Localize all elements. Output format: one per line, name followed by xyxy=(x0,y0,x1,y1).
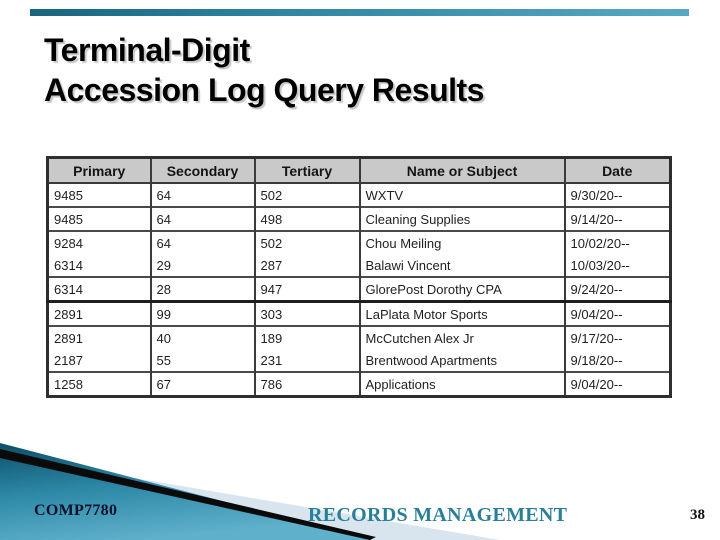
table-cell: 9/04/20-- xyxy=(563,371,671,397)
table-cell: 9/18/20-- xyxy=(563,349,671,372)
column-header-tertiary: Tertiary xyxy=(253,156,361,184)
table-cell: 9/30/20-- xyxy=(563,182,671,207)
table-header: Primary Secondary Tertiary Name or Subject D… xyxy=(46,156,672,184)
table-cell: 9284 xyxy=(46,230,151,254)
table-row: 2891 40 189 McCutchen Alex Jr 9/17/20-- xyxy=(46,325,671,349)
slide-title: Terminal-Digit Accession Log Query Result… xyxy=(44,30,484,110)
title-line-1: Terminal-Digit xyxy=(44,32,250,68)
table-row: 9284 64 502 Chou Meiling 10/02/20-- xyxy=(46,230,671,254)
table-cell: 786 xyxy=(253,371,360,397)
pale-triangle xyxy=(0,462,500,540)
table-cell: 9/14/20-- xyxy=(563,206,671,231)
table-cell: LaPlata Motor Sports xyxy=(358,300,565,326)
table-row: 6314 28 947 GlorePost Dorothy CPA 9/24/20-- xyxy=(46,276,671,302)
table-cell: 231 xyxy=(253,349,360,372)
table-cell: 9/04/20-- xyxy=(563,300,671,326)
table-cell: 498 xyxy=(253,206,360,231)
table-cell: 64 xyxy=(149,182,255,207)
table-row: 6314 29 287 Balawi Vincent 10/03/20-- xyxy=(46,254,671,277)
table-cell: 502 xyxy=(253,182,360,207)
page-number: 38 xyxy=(690,507,705,523)
table-cell: 2187 xyxy=(46,349,151,372)
table-cell: 55 xyxy=(149,349,255,372)
table-cell: 947 xyxy=(253,276,360,302)
table-cell: 9485 xyxy=(46,182,151,207)
column-header-primary: Primary xyxy=(46,156,152,184)
top-accent-bar xyxy=(30,9,689,16)
table-row: 1258 67 786 Applications 9/04/20-- xyxy=(46,371,671,397)
column-header-secondary: Secondary xyxy=(149,156,256,184)
table-cell: 2891 xyxy=(46,300,151,326)
table-cell: 2891 xyxy=(46,325,151,349)
table-cell: 9/24/20-- xyxy=(563,276,671,302)
table-cell: WXTV xyxy=(358,182,565,207)
table-cell: 9485 xyxy=(46,206,151,231)
table-cell: 6314 xyxy=(46,276,151,302)
table-cell: 10/02/20-- xyxy=(563,230,671,254)
table-cell: Brentwood Apartments xyxy=(358,349,565,372)
footer-course-code: COMP7780 xyxy=(34,502,118,519)
table-row: 9485 64 498 Cleaning Supplies 9/14/20-- xyxy=(46,206,671,231)
table-cell: 64 xyxy=(149,230,255,254)
table-cell: Balawi Vincent xyxy=(358,254,565,277)
footer-title: RECORDS MANAGEMENT xyxy=(308,504,568,526)
table-cell: 28 xyxy=(149,276,255,302)
table-cell: McCutchen Alex Jr xyxy=(358,325,565,349)
table-cell: 64 xyxy=(149,206,255,231)
table-cell: GlorePost Dorothy CPA xyxy=(358,276,565,302)
column-header-name-or-subject: Name or Subject xyxy=(358,156,566,184)
accession-log-table: Primary Secondary Tertiary Name or Subject D… xyxy=(46,156,672,398)
table-cell: Cleaning Supplies xyxy=(358,206,565,231)
table-row: 9485 64 502 WXTV 9/30/20-- xyxy=(46,182,671,207)
table-cell: 99 xyxy=(149,300,255,326)
table-cell: 502 xyxy=(253,230,360,254)
column-header-date: Date xyxy=(563,156,672,184)
table-header-row: Primary Secondary Tertiary Name or Subject D… xyxy=(46,156,672,184)
table-row: 2891 99 303 LaPlata Motor Sports 9/04/20-- xyxy=(46,300,671,326)
table-cell: 1258 xyxy=(46,371,151,397)
table-cell: 287 xyxy=(253,254,360,277)
table-cell: Chou Meiling xyxy=(358,230,565,254)
table-cell: 189 xyxy=(253,325,360,349)
table-cell: 29 xyxy=(149,254,255,277)
table-cell: 303 xyxy=(253,300,360,326)
table-cell: 10/03/20-- xyxy=(563,254,671,277)
table-cell: 67 xyxy=(149,371,255,397)
table-cell: 40 xyxy=(149,325,255,349)
table-cell: 6314 xyxy=(46,254,151,277)
table-cell: Applications xyxy=(358,371,565,397)
table-row: 2187 55 231 Brentwood Apartments 9/18/20-- xyxy=(46,349,671,372)
table-cell: 9/17/20-- xyxy=(563,325,671,349)
title-line-2: Accession Log Query Results xyxy=(44,72,484,108)
